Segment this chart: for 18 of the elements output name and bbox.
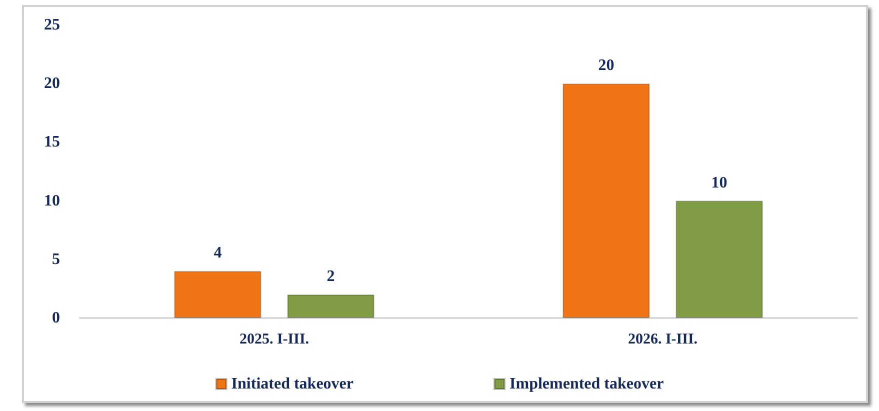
y-tick-label: 15 — [44, 134, 60, 151]
y-tick-label: 5 — [52, 250, 60, 268]
bar — [562, 84, 650, 318]
x-tick-label: 2026. I-III. — [628, 332, 698, 348]
data-label: 4 — [214, 244, 222, 262]
bar — [287, 294, 374, 318]
y-tick-label: 0 — [52, 310, 60, 326]
data-label: 10 — [711, 174, 728, 192]
legend-label: Implemented takeover — [510, 376, 664, 392]
legend-label: Initiated takeover — [231, 376, 354, 392]
data-label: 20 — [598, 57, 614, 74]
y-tick-label: 10 — [44, 192, 60, 210]
bar — [174, 271, 262, 318]
bar — [676, 200, 763, 318]
data-label: 2 — [326, 268, 335, 286]
y-tick-label: 20 — [44, 75, 60, 92]
y-tick-label: 25 — [44, 16, 60, 34]
x-tick-label: 2025. I-III. — [239, 332, 310, 348]
